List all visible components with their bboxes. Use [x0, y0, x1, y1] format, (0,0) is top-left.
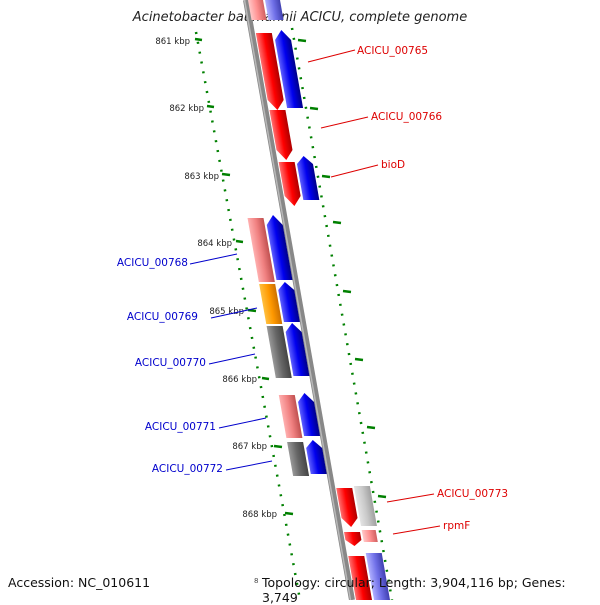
- tick-marks: [194, 37, 387, 516]
- gene-feature[interactable]: [278, 395, 303, 438]
- gene-feature[interactable]: [296, 156, 320, 200]
- accession-text: Accession: NC_010611: [8, 575, 151, 590]
- gene-feature[interactable]: [344, 532, 362, 546]
- gene-feature[interactable]: [273, 30, 304, 108]
- footer-mark: 8: [254, 577, 259, 585]
- tick-label-863: 863 kbp: [184, 172, 219, 182]
- gene-label-biod[interactable]: bioD: [381, 159, 405, 171]
- map-title: Acinetobacter baumannii ACICU, complete …: [132, 10, 468, 25]
- gene-feature[interactable]: [265, 215, 293, 280]
- gene-label-acicu-00766[interactable]: ACICU_00766: [371, 111, 442, 123]
- gene-feature[interactable]: [296, 393, 321, 436]
- gene-feature[interactable]: [269, 110, 294, 160]
- gene-feature[interactable]: [284, 323, 310, 376]
- gene-feature[interactable]: [259, 284, 283, 324]
- gene-feature[interactable]: [248, 0, 267, 20]
- gene-feature[interactable]: [247, 218, 275, 282]
- gene-feature[interactable]: [265, 0, 284, 20]
- tick-label-866: 866 kbp: [222, 375, 257, 385]
- genome-summary-text: Topology: circular; Length: 3,904,116 bp…: [262, 575, 566, 605]
- gene-feature[interactable]: [278, 162, 303, 206]
- gene-label-rpmf[interactable]: rpmF: [443, 520, 470, 532]
- gene-feature[interactable]: [348, 556, 373, 600]
- gene-label-acicu-00769[interactable]: ACICU_00769: [127, 311, 198, 323]
- gene-label-acicu-00768[interactable]: ACICU_00768: [117, 257, 188, 269]
- genome-backbone: [243, 0, 355, 600]
- gene-label-acicu-00771[interactable]: ACICU_00771: [145, 421, 216, 433]
- tick-label-862: 862 kbp: [169, 104, 204, 114]
- gene-feature[interactable]: [287, 442, 310, 476]
- tick-label-861: 861 kbp: [155, 37, 190, 47]
- gene-label-acicu-00773[interactable]: ACICU_00773: [437, 488, 508, 500]
- gene-feature[interactable]: [353, 486, 377, 526]
- gene-features: [247, 0, 391, 600]
- tick-label-867: 867 kbp: [232, 442, 267, 452]
- gene-label-acicu-00772[interactable]: ACICU_00772: [152, 463, 223, 475]
- gene-feature[interactable]: [365, 553, 391, 600]
- gene-label-acicu-00770[interactable]: ACICU_00770: [135, 357, 206, 369]
- inner-scale-line: [290, 27, 394, 600]
- tick-label-868: 868 kbp: [242, 510, 277, 520]
- gene-feature[interactable]: [255, 33, 286, 110]
- label-connectors: [189, 49, 441, 535]
- outer-scale-line: [194, 31, 302, 600]
- tick-label-865: 865 kbp: [209, 307, 244, 317]
- gene-feature[interactable]: [336, 488, 359, 527]
- gene-feature[interactable]: [266, 326, 292, 378]
- gene-feature[interactable]: [277, 282, 300, 322]
- gene-feature[interactable]: [361, 530, 378, 542]
- tick-label-864: 864 kbp: [197, 239, 232, 249]
- gene-feature[interactable]: [305, 440, 327, 474]
- gene-label-acicu-00765[interactable]: ACICU_00765: [357, 45, 428, 57]
